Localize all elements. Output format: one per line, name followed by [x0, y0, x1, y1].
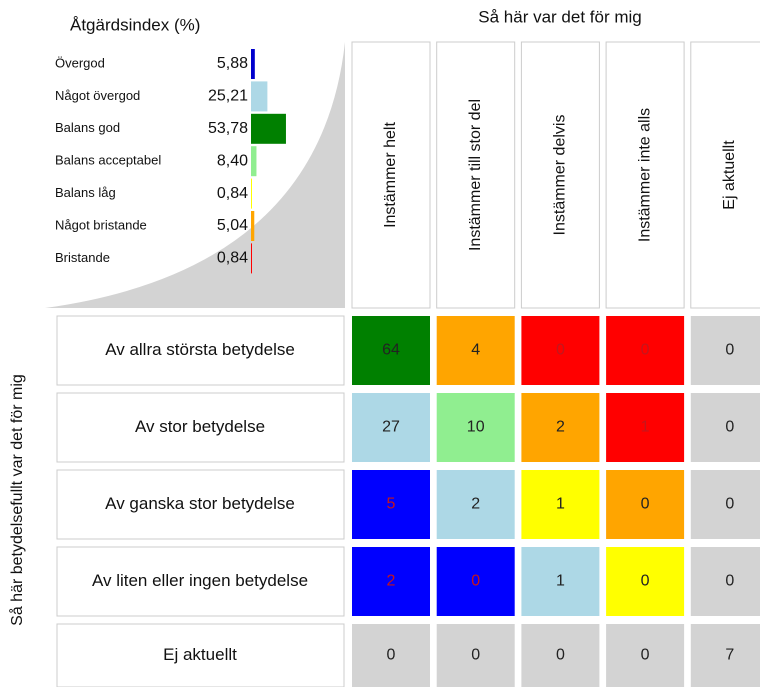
index-bar — [251, 178, 252, 209]
cell — [521, 316, 600, 385]
cell — [606, 470, 685, 539]
index-bar — [251, 211, 255, 241]
cell-value: 2 — [387, 573, 396, 590]
index-value: 8,40 — [217, 152, 248, 169]
row-header: Av liten eller ingen betydelse — [92, 571, 308, 590]
cell-value: 10 — [467, 419, 485, 436]
cell-value: 4 — [471, 342, 480, 359]
cell — [436, 547, 515, 616]
cell — [690, 470, 760, 539]
row-header-box — [56, 469, 345, 540]
cell-value: 64 — [382, 342, 400, 359]
cell — [436, 624, 515, 687]
chart-title: Så här var det för mig — [478, 7, 641, 26]
cell-value: 0 — [387, 647, 396, 664]
row-header: Av ganska stor betydelse — [105, 494, 295, 513]
cell-value: 0 — [641, 573, 650, 590]
cell-value: 0 — [556, 647, 565, 664]
index-label: Balans låg — [55, 185, 116, 200]
cell — [436, 470, 515, 539]
cell-value: 0 — [725, 496, 734, 513]
index-bar — [251, 49, 255, 79]
cell — [521, 547, 600, 616]
cell — [606, 316, 685, 385]
cell-value: 27 — [382, 419, 400, 436]
index-label: Balans god — [55, 120, 120, 135]
index-title: Åtgärdsindex (%) — [70, 15, 200, 34]
cell-value: 5 — [387, 496, 396, 513]
cell-value: 0 — [641, 647, 650, 664]
index-label: Balans acceptabel — [55, 153, 161, 168]
cell — [690, 547, 760, 616]
cell — [436, 393, 515, 462]
column-header-box — [690, 41, 760, 309]
row-header-box — [56, 315, 345, 386]
column-header-box — [605, 41, 685, 309]
cell-value: 1 — [641, 419, 650, 436]
cell-value: 7 — [725, 647, 734, 664]
column-header: Instämmer till stor del — [467, 99, 484, 251]
index-value: 0,84 — [217, 185, 248, 202]
cell-value: 2 — [556, 419, 565, 436]
cell — [352, 470, 430, 539]
column-header: Instämmer delvis — [552, 115, 569, 236]
cell — [352, 316, 430, 385]
column-header: Instämmer helt — [382, 122, 399, 228]
index-bar — [251, 243, 252, 274]
cell — [606, 547, 685, 616]
index-label: Något övergod — [55, 88, 140, 103]
column-header: Ej aktuellt — [721, 140, 738, 210]
cell-value: 1 — [556, 573, 565, 590]
index-value: 25,21 — [208, 88, 248, 105]
cell-value: 0 — [471, 573, 480, 590]
cell — [606, 624, 685, 687]
index-label: Bristande — [55, 250, 110, 265]
index-label: Övergod — [55, 55, 105, 70]
index-bar — [251, 146, 257, 177]
index-bar — [251, 113, 286, 144]
row-header: Av stor betydelse — [135, 417, 265, 436]
cell — [352, 393, 430, 462]
column-header-box — [520, 41, 600, 309]
cell — [436, 316, 515, 385]
row-header-box — [56, 623, 345, 687]
decor-curve — [45, 42, 345, 308]
cell — [521, 624, 600, 687]
row-header: Av allra största betydelse — [105, 340, 295, 359]
row-header-box — [56, 392, 345, 463]
index-value: 0,84 — [217, 250, 248, 267]
cell-value: 1 — [556, 496, 565, 513]
cell-value: 0 — [641, 496, 650, 513]
cell-value: 2 — [471, 496, 480, 513]
column-header: Instämmer inte alls — [636, 108, 653, 242]
cell — [690, 624, 760, 687]
cell — [352, 547, 430, 616]
index-value: 53,78 — [208, 120, 248, 137]
row-header: Ej aktuellt — [163, 645, 237, 664]
index-value: 5,04 — [217, 217, 248, 234]
row-axis-label: Så här betydelsefullt var det för mig — [8, 374, 26, 626]
cell-value: 0 — [471, 647, 480, 664]
cell — [521, 470, 600, 539]
cell-value: 0 — [556, 342, 565, 359]
column-header-box — [351, 41, 431, 309]
row-header-box — [56, 546, 345, 617]
cell — [690, 316, 760, 385]
cell — [606, 393, 685, 462]
cell-value: 0 — [725, 342, 734, 359]
index-bar — [251, 81, 268, 112]
column-header-box — [436, 41, 516, 309]
cell-value: 0 — [641, 342, 650, 359]
cell-value: 0 — [725, 573, 734, 590]
cell-value: 0 — [725, 419, 734, 436]
index-label: Något bristande — [55, 217, 147, 232]
cell — [521, 393, 600, 462]
cell — [352, 624, 430, 687]
cell — [690, 393, 760, 462]
index-value: 5,88 — [217, 55, 248, 72]
